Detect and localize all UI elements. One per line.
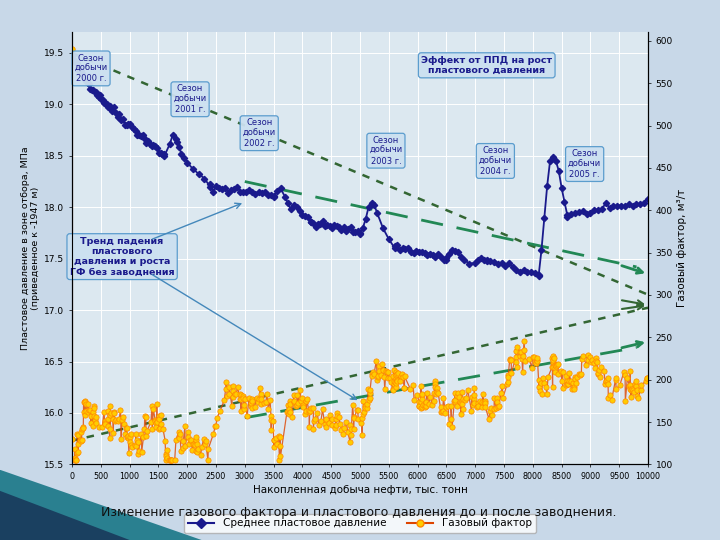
Polygon shape [0,470,202,540]
Text: Тренд падения
пластового
давления и роста
ГФ без заводнения: Тренд падения пластового давления и рост… [70,237,174,276]
Text: Сезон
добычи
2005 г.: Сезон добычи 2005 г. [568,149,601,179]
Polygon shape [0,491,130,540]
Text: Сезон
добычи
2003 г.: Сезон добычи 2003 г. [369,136,402,166]
Text: Эффект от ППД на рост
пластового давления: Эффект от ППД на рост пластового давлени… [421,56,552,75]
X-axis label: Накопленная добыча нефти, тыс. тонн: Накопленная добыча нефти, тыс. тонн [253,485,467,495]
Y-axis label: Газовый фактор, м³/т: Газовый фактор, м³/т [677,190,687,307]
Text: Сезон
добычи
2001 г.: Сезон добычи 2001 г. [174,84,207,114]
Text: Сезон
добычи
2000 г.: Сезон добычи 2000 г. [74,53,107,83]
Text: Изменение газового фактора и пластового давления до и после заводнения.: Изменение газового фактора и пластового … [101,505,616,519]
Text: Сезон
добычи
2002 г.: Сезон добычи 2002 г. [243,118,276,148]
Y-axis label: Пластовое давление в зоне отбора, МПа
(приведенное к -1947 м): Пластовое давление в зоне отбора, МПа (п… [21,146,40,350]
Legend: Среднее пластовое давление, Газовый фактор: Среднее пластовое давление, Газовый факт… [184,514,536,532]
Text: Сезон
добычи
2004 г.: Сезон добычи 2004 г. [479,146,512,176]
